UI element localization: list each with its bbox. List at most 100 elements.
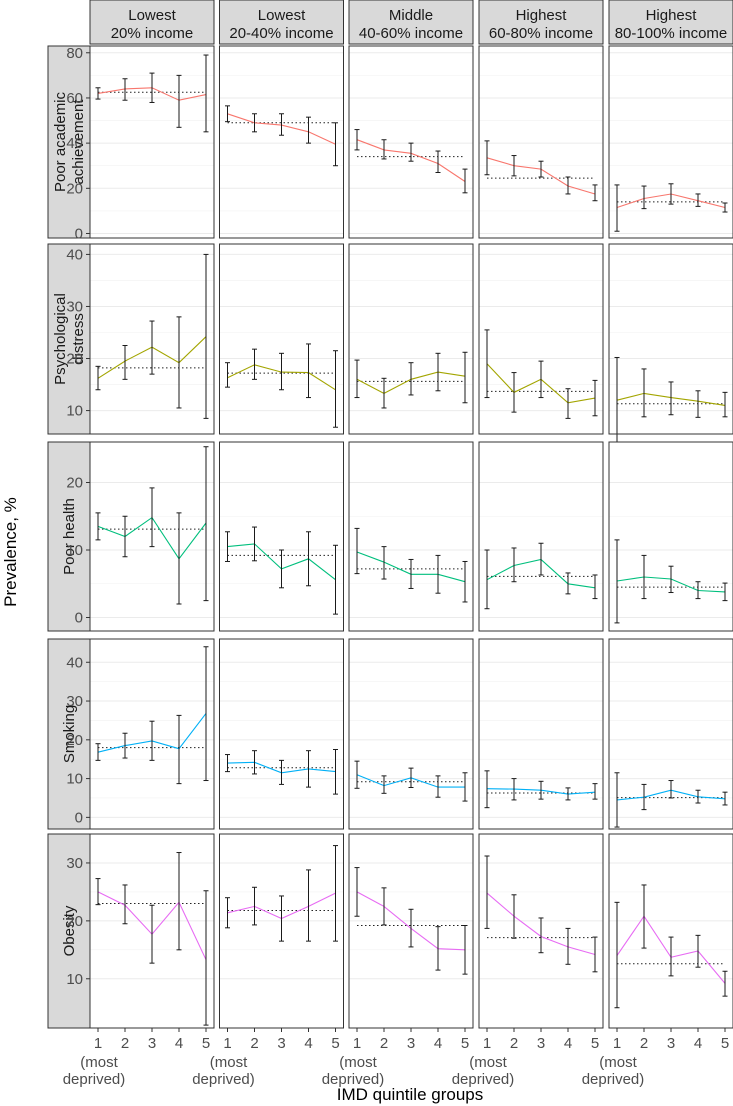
x-tick-label: 3 bbox=[537, 1035, 545, 1052]
y-axis-title: Prevalence, % bbox=[1, 497, 20, 607]
x-axis-title: IMD quintile groups bbox=[337, 1085, 483, 1104]
panel-border bbox=[348, 638, 474, 830]
y-tick-label: 40 bbox=[66, 135, 83, 152]
x-tick-label: 3 bbox=[407, 1035, 415, 1052]
x-tick-label: 4 bbox=[434, 1035, 442, 1052]
y-tick-label: 30 bbox=[66, 693, 83, 710]
panel-border bbox=[89, 45, 215, 239]
row-strip-label-line: achievement bbox=[70, 99, 87, 185]
y-tick-label: 60 bbox=[66, 90, 83, 107]
x-tick-label: 5 bbox=[591, 1035, 599, 1052]
facet-panel bbox=[219, 833, 344, 1029]
facet-panel bbox=[478, 638, 604, 830]
y-tick-label: 20 bbox=[66, 351, 83, 368]
x-tick-label: 5 bbox=[461, 1035, 469, 1052]
y-tick-label: 40 bbox=[66, 654, 83, 671]
x-tick-note: deprived) bbox=[322, 1071, 385, 1088]
y-tick-label: 20 bbox=[66, 475, 83, 492]
panel-background bbox=[349, 46, 473, 238]
y-tick-label: 10 bbox=[66, 542, 83, 559]
y-tick-label: 20 bbox=[66, 913, 83, 930]
row-strip bbox=[47, 45, 91, 239]
column-strip-label: 20-40% income bbox=[229, 25, 333, 42]
panel-background bbox=[609, 834, 733, 1028]
x-tick-label: 5 bbox=[721, 1035, 729, 1052]
column-strip-label: 60-80% income bbox=[489, 25, 593, 42]
facet-panel bbox=[608, 45, 733, 239]
row-strip-label: Poor health bbox=[61, 498, 78, 575]
panel-border bbox=[478, 243, 604, 435]
column-strip-label: Middle bbox=[389, 7, 433, 24]
panel-background bbox=[479, 442, 603, 631]
x-tick-note: (most bbox=[469, 1054, 507, 1071]
facet-panel bbox=[348, 833, 474, 1029]
row-strip-label: Poor academicachievement bbox=[52, 91, 87, 192]
column-strip-label: Lowest bbox=[128, 7, 176, 24]
x-tick-note: deprived) bbox=[582, 1071, 645, 1088]
x-tick-label: 1 bbox=[353, 1035, 361, 1052]
row-strip-label: Psychologicaldistress bbox=[52, 293, 87, 385]
x-tick-label: 2 bbox=[510, 1035, 518, 1052]
panel-background bbox=[349, 244, 473, 434]
y-tick-label: 30 bbox=[66, 855, 83, 872]
facet-panel bbox=[89, 243, 215, 435]
column-strip-label: 40-60% income bbox=[359, 25, 463, 42]
y-tick-label: 10 bbox=[66, 771, 83, 788]
row-strip-label-line: Obesity bbox=[61, 905, 78, 956]
y-tick-label: 0 bbox=[75, 225, 83, 242]
panel-border bbox=[89, 441, 215, 632]
x-tick-label: 1 bbox=[223, 1035, 231, 1052]
facet-panel bbox=[608, 441, 733, 632]
y-tick-label: 10 bbox=[66, 971, 83, 988]
x-tick-label: 2 bbox=[640, 1035, 648, 1052]
x-tick-note: (most bbox=[599, 1054, 637, 1071]
x-tick-label: 4 bbox=[694, 1035, 702, 1052]
panel-border bbox=[219, 638, 344, 830]
row-strip-label-line: Psychological bbox=[52, 293, 69, 385]
y-tick-label: 30 bbox=[66, 298, 83, 315]
facet-panel bbox=[89, 833, 215, 1029]
column-strip-label: Lowest bbox=[258, 7, 306, 24]
x-tick-label: 3 bbox=[148, 1035, 156, 1052]
panel-border bbox=[608, 441, 733, 632]
panel-background bbox=[479, 639, 603, 829]
facet-panel bbox=[608, 833, 733, 1029]
row-strip-label: Obesity bbox=[61, 905, 78, 956]
panel-border bbox=[89, 243, 215, 435]
row-strip-label-line: Poor academic bbox=[52, 91, 69, 192]
facet-panel bbox=[219, 243, 344, 435]
x-tick-label: 4 bbox=[304, 1035, 312, 1052]
facet-panel bbox=[478, 441, 604, 632]
facet-panel bbox=[89, 45, 215, 239]
x-tick-label: 1 bbox=[94, 1035, 102, 1052]
y-tick-label: 80 bbox=[66, 45, 83, 62]
y-tick-label: 10 bbox=[66, 403, 83, 420]
x-tick-label: 2 bbox=[250, 1035, 258, 1052]
x-tick-note: (most bbox=[80, 1054, 118, 1071]
panel-background bbox=[479, 244, 603, 434]
y-tick-label: 20 bbox=[66, 732, 83, 749]
panel-border bbox=[608, 243, 733, 435]
facet-panel bbox=[608, 243, 733, 444]
x-tick-label: 2 bbox=[121, 1035, 129, 1052]
panel-border bbox=[219, 45, 344, 239]
panel-background bbox=[609, 46, 733, 238]
panel-background bbox=[609, 442, 733, 631]
y-tick-label: 0 bbox=[75, 610, 83, 627]
column-strip bbox=[478, 0, 604, 45]
column-strip bbox=[89, 0, 215, 45]
panel-border bbox=[348, 45, 474, 239]
facet-panel bbox=[348, 45, 474, 239]
row-strip-label-line: Smoking bbox=[61, 705, 78, 763]
y-tick-label: 0 bbox=[75, 809, 83, 826]
panel-background bbox=[349, 442, 473, 631]
column-strip-label: 80-100% income bbox=[615, 25, 728, 42]
x-tick-note: deprived) bbox=[192, 1071, 255, 1088]
column-strip-label: Highest bbox=[646, 7, 698, 24]
panel-background bbox=[479, 46, 603, 238]
x-tick-note: deprived) bbox=[452, 1071, 515, 1088]
x-tick-label: 5 bbox=[202, 1035, 210, 1052]
column-strip bbox=[608, 0, 733, 45]
y-tick-label: 40 bbox=[66, 246, 83, 263]
